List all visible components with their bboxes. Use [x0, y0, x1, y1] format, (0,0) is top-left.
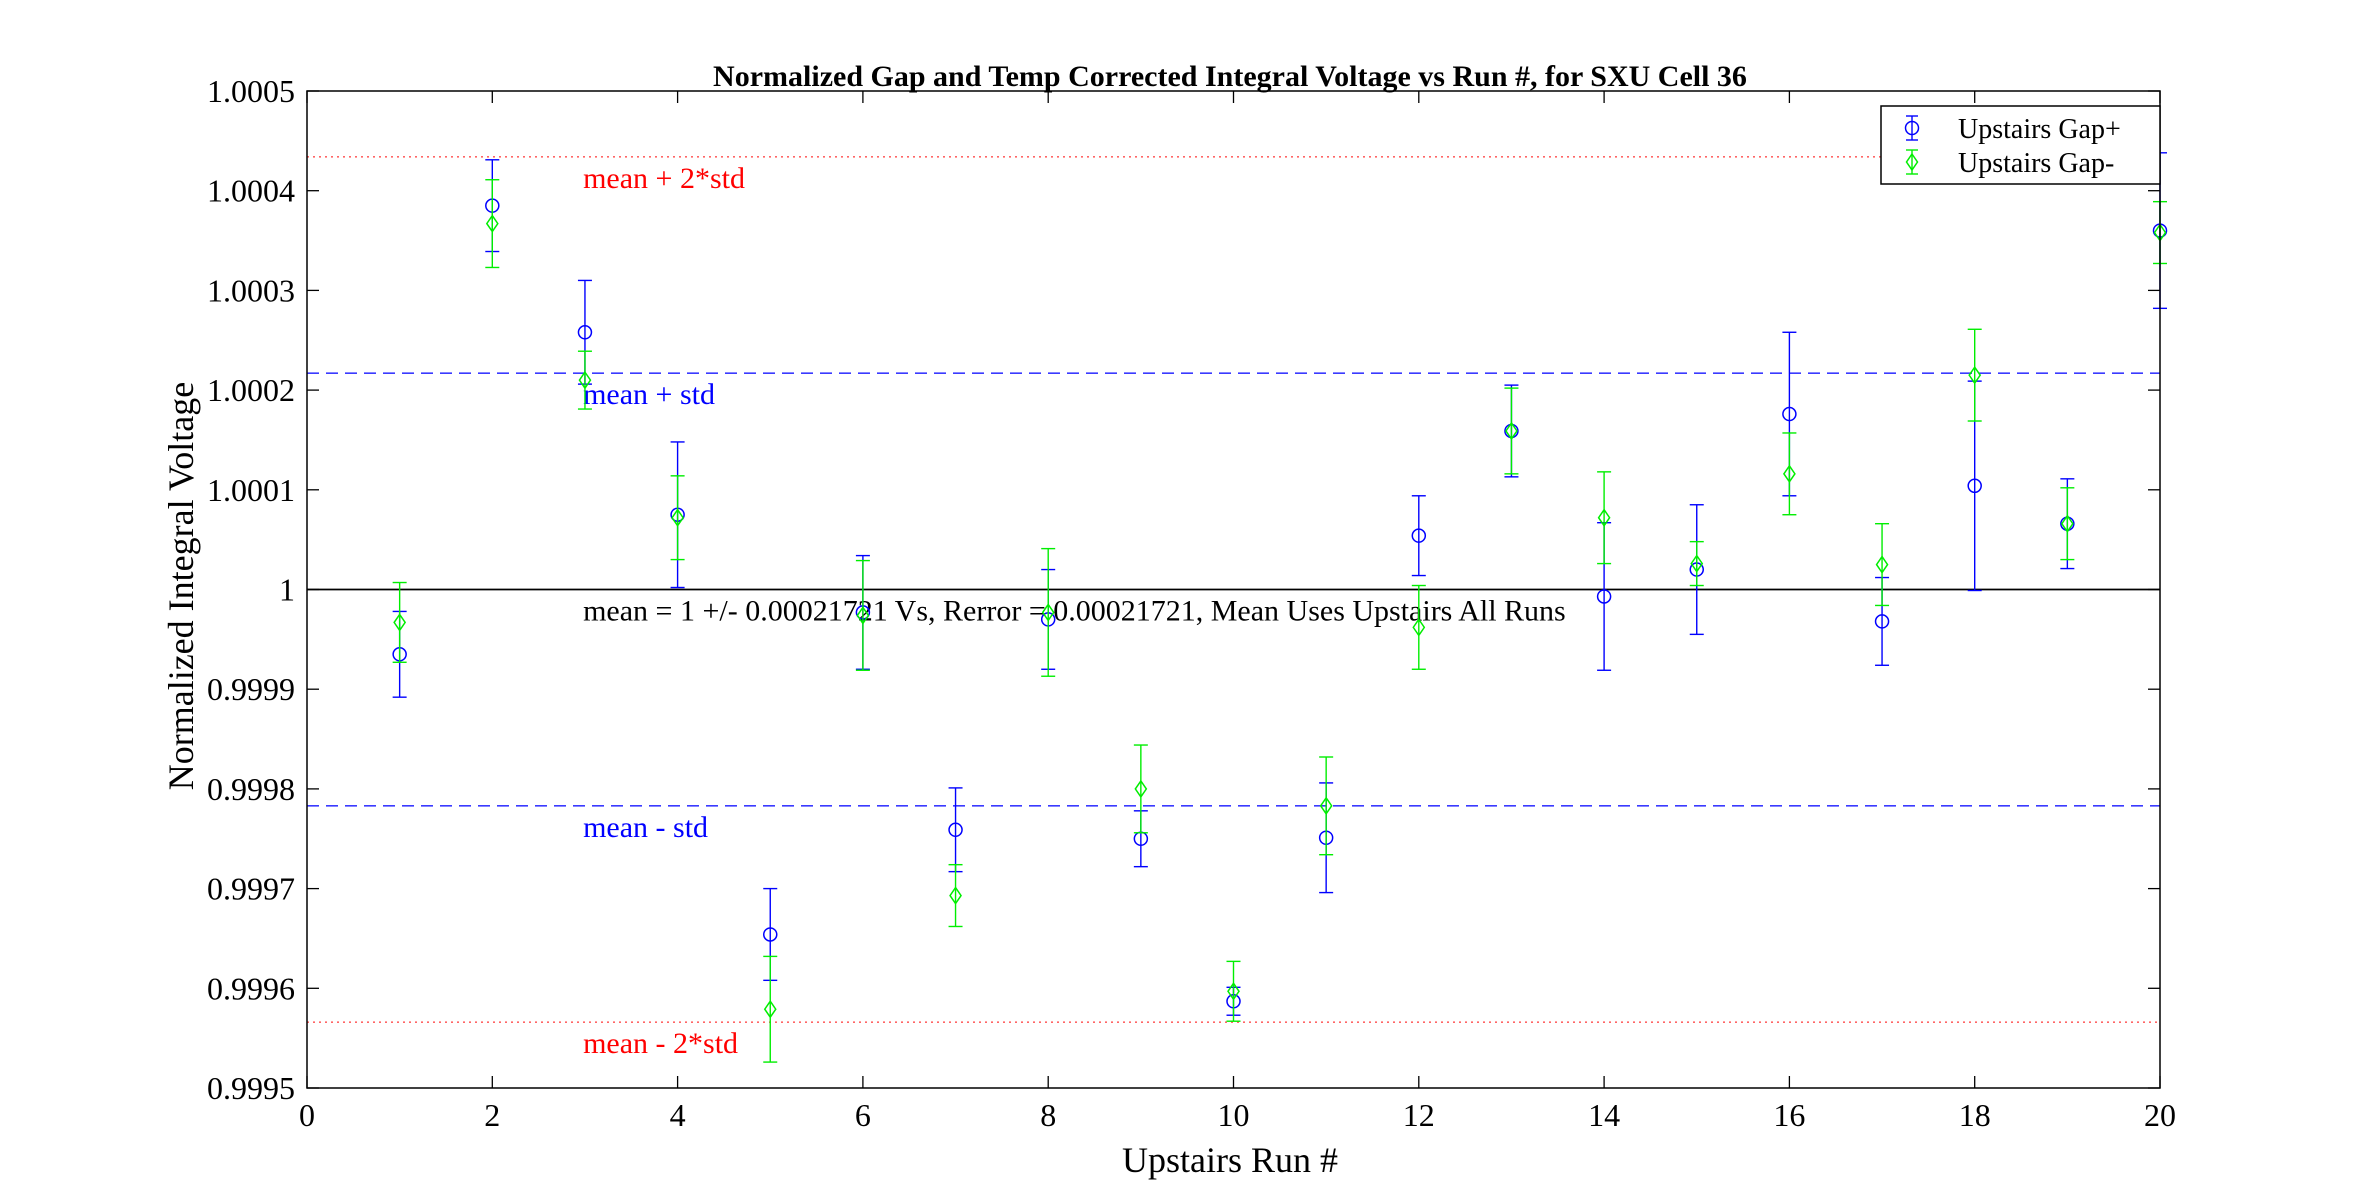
x-tick-label: 8	[1040, 1097, 1056, 1133]
y-tick-label: 0.9996	[207, 970, 295, 1006]
data-point	[2060, 514, 2074, 534]
data-point	[671, 508, 685, 528]
x-tick-label: 12	[1403, 1097, 1435, 1133]
data-point	[763, 927, 778, 942]
x-tick-label: 10	[1218, 1097, 1250, 1133]
data-point	[1411, 528, 1427, 543]
legend-box	[1880, 105, 2161, 185]
y-tick-label: 0.9995	[207, 1070, 295, 1106]
y-tick-label: 1.0004	[207, 173, 295, 209]
legend-label: Upstairs Gap+	[1958, 114, 2121, 145]
data-point	[1412, 618, 1426, 637]
axis-ticks: 0 2 4 6 8 10 12 14 16 18 20 0.9995 0.9996 0.9997 0.999…	[207, 73, 2176, 1133]
data-point	[578, 370, 592, 390]
reference-label-2: mean = 1 +/- 0.00021721 Vs, Rerror = 0.0…	[583, 595, 1566, 628]
data-point	[1134, 779, 1148, 799]
x-tick-label: 18	[1959, 1097, 1991, 1133]
legend-marker	[1905, 152, 1919, 172]
data-point	[1319, 796, 1333, 816]
y-tick-label: 0.9998	[207, 771, 295, 807]
series-1	[392, 179, 2167, 1063]
data-point	[1041, 603, 1055, 622]
data-point	[1690, 554, 1704, 573]
data-point	[1596, 589, 1612, 604]
chart-title: Normalized Gap and Temp Corrected Integr…	[713, 60, 1747, 93]
data-point	[948, 822, 963, 838]
x-tick-label: 16	[1773, 1097, 1805, 1133]
data-point	[1597, 508, 1611, 528]
y-tick-label: 1.0002	[207, 372, 295, 408]
x-tick-label: 14	[1588, 1097, 1620, 1133]
y-tick-label: 1.0005	[207, 73, 295, 109]
data-point	[485, 214, 499, 233]
data-point	[1782, 464, 1796, 484]
reference-label-4: mean - 2*std	[583, 1027, 738, 1060]
x-tick-label: 6	[855, 1097, 871, 1133]
data-point	[393, 613, 407, 632]
x-tick-label: 2	[484, 1097, 500, 1133]
data-point	[577, 325, 593, 340]
data-point	[1505, 421, 1518, 441]
y-tick-label: 0.9999	[207, 671, 295, 707]
data-point	[763, 999, 777, 1019]
legend-marker	[1904, 120, 1920, 136]
legend-entries: Upstairs Gap+Upstairs Gap-	[1904, 114, 2121, 179]
legend: Upstairs Gap+Upstairs Gap-	[1880, 105, 2161, 185]
reference-label-1: mean + std	[583, 378, 715, 411]
data-point	[1782, 406, 1797, 422]
y-tick-label: 1.0001	[207, 472, 295, 508]
data-point	[1967, 478, 1982, 494]
y-tick-label: 1.0003	[207, 272, 295, 308]
data-point	[949, 886, 962, 905]
reference-lines: mean + 2*std mean + std mean = 1 +/- 0.000…	[307, 156, 2160, 1060]
reference-label-3: mean - std	[583, 811, 708, 844]
y-tick-label: 0.9997	[207, 871, 295, 907]
data-point	[856, 606, 870, 625]
data-point	[1227, 981, 1240, 1001]
x-tick-label: 4	[670, 1097, 686, 1133]
x-tick-label: 20	[2144, 1097, 2176, 1133]
x-tick-label: 0	[299, 1097, 315, 1133]
data-point	[1968, 365, 1982, 385]
data-point	[1875, 555, 1889, 574]
data-point	[1874, 614, 1890, 629]
y-axis-label: Normalized Integral Voltage	[161, 382, 201, 791]
legend-label: Upstairs Gap-	[1958, 148, 2114, 179]
y-tick-label: 1	[279, 572, 295, 608]
x-axis-label: Upstairs Run #	[1122, 1140, 1338, 1180]
reference-label-0: mean + 2*std	[583, 162, 745, 195]
